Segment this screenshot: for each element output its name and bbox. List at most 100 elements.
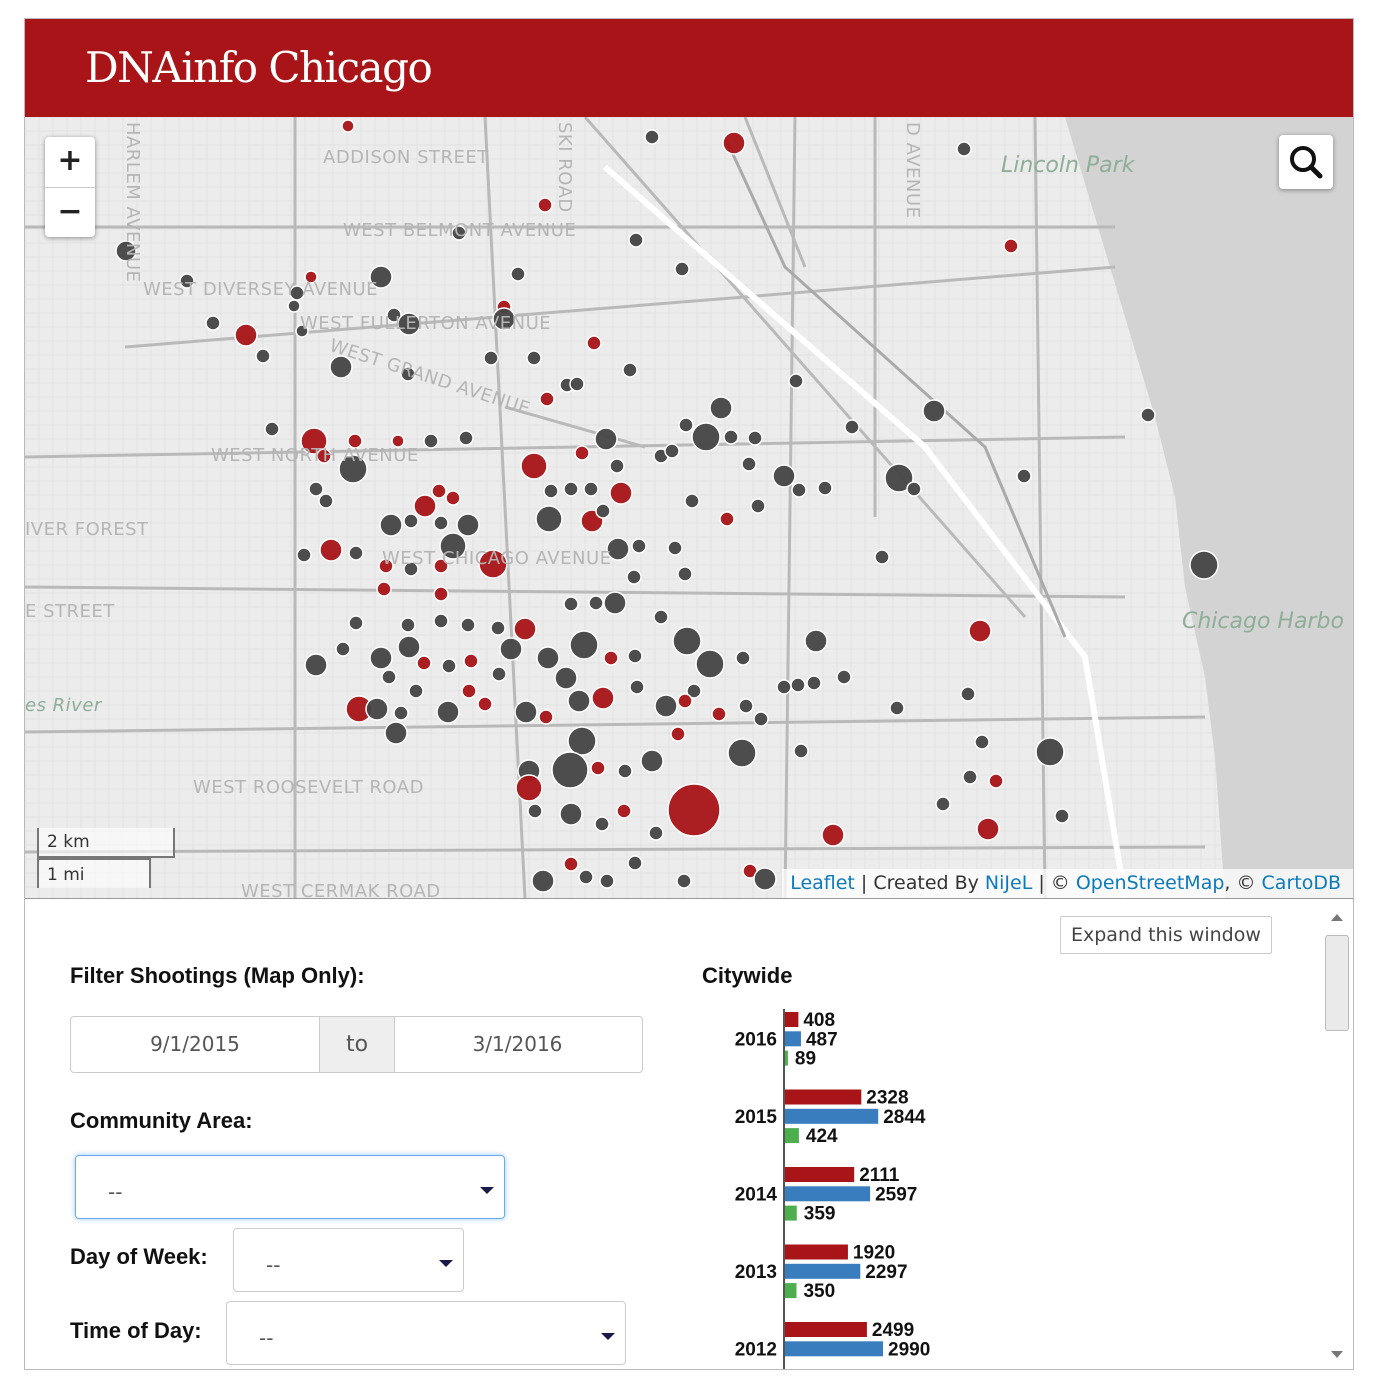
shooting-marker xyxy=(338,454,368,484)
shooting-marker xyxy=(369,646,393,670)
street-label: WEST DIVERSEY AVENUE xyxy=(143,279,379,300)
shooting-marker xyxy=(676,873,692,889)
zoom-control: + − xyxy=(45,137,95,237)
shooting-marker-red xyxy=(520,452,548,480)
search-button[interactable] xyxy=(1279,135,1333,189)
shooting-marker-red xyxy=(821,823,845,847)
shooting-marker xyxy=(527,803,543,819)
bar-value-label: 2844 xyxy=(883,1107,926,1128)
shooting-marker-red xyxy=(722,131,746,155)
time-of-day-value: -- xyxy=(259,1326,274,1350)
shooting-marker xyxy=(594,427,618,451)
shooting-marker-red xyxy=(477,696,493,712)
dropdown-arrow-icon xyxy=(439,1260,453,1267)
shooting-marker xyxy=(348,615,364,631)
shooting-marker xyxy=(569,376,585,392)
shooting-marker xyxy=(433,515,449,531)
shooting-marker-red xyxy=(539,391,555,407)
scrollbar[interactable] xyxy=(1322,899,1352,1369)
shooting-marker-red xyxy=(376,581,392,597)
shooting-marker xyxy=(492,307,516,331)
time-of-day-label: Time of Day: xyxy=(70,1318,202,1343)
shooting-marker xyxy=(735,650,751,666)
openstreetmap-link[interactable]: OpenStreetMap xyxy=(1075,872,1225,894)
shooting-marker xyxy=(738,698,754,714)
shooting-marker xyxy=(397,635,421,659)
shooting-marker xyxy=(588,595,604,611)
map[interactable]: ADDISON STREET WEST BELMONT AVENUE WEST DI… xyxy=(25,117,1353,899)
shooting-marker-red xyxy=(413,494,437,518)
shooting-marker xyxy=(491,666,507,682)
river xyxy=(723,136,1067,638)
shooting-marker-red xyxy=(234,323,258,347)
date-from-input[interactable]: 9/1/2015 xyxy=(150,1032,240,1056)
shooting-marker xyxy=(599,873,615,889)
attribution-text: | Created By xyxy=(854,872,985,894)
date-range: 9/1/2015 to 3/1/2016 xyxy=(70,1016,643,1073)
shooting-marker xyxy=(329,355,353,379)
shooting-marker-red xyxy=(463,653,479,669)
shooting-marker xyxy=(667,540,683,556)
shooting-marker xyxy=(384,721,408,745)
shooting-marker xyxy=(974,734,990,750)
bar-value-label: 408 xyxy=(803,1010,835,1031)
shooting-marker xyxy=(684,493,700,509)
shooting-marker xyxy=(686,683,702,699)
shooting-marker xyxy=(551,751,589,789)
bar xyxy=(785,1322,867,1337)
shooting-marker xyxy=(906,481,922,497)
shooting-marker xyxy=(567,689,591,713)
shooting-marker-red xyxy=(711,706,727,722)
logo: DNAinfo Chicago xyxy=(85,43,433,92)
scrollbar-thumb[interactable] xyxy=(1325,935,1349,1031)
major-road xyxy=(583,117,1027,618)
shooting-marker-red xyxy=(300,427,328,455)
shooting-marker-red xyxy=(304,270,318,284)
shooting-marker xyxy=(962,769,978,785)
shooting-marker-red xyxy=(319,538,343,562)
bar-value-label: 2297 xyxy=(865,1262,907,1283)
cartodb-link[interactable]: CartoDB xyxy=(1261,872,1341,894)
shooting-marker xyxy=(631,538,647,554)
shooting-marker-red xyxy=(670,726,686,742)
zoom-in-button[interactable]: + xyxy=(45,137,95,188)
community-area-select[interactable]: -- xyxy=(75,1155,505,1219)
bar-value-label: 2328 xyxy=(866,1088,908,1109)
shooting-marker-red xyxy=(976,817,1000,841)
shooting-marker xyxy=(499,637,523,661)
shooting-marker-red xyxy=(590,760,606,776)
community-area-value: -- xyxy=(108,1180,123,1204)
shooting-marker xyxy=(935,796,951,812)
shooting-marker xyxy=(526,350,542,366)
nijel-link[interactable]: NiJeL xyxy=(984,872,1033,894)
shooting-marker xyxy=(554,666,578,690)
shooting-marker-red xyxy=(431,483,447,499)
bar xyxy=(785,1089,862,1105)
expand-window-button[interactable]: Expand this window xyxy=(1060,916,1272,954)
map-tiles[interactable] xyxy=(25,117,1353,898)
shooting-marker xyxy=(664,443,680,459)
shooting-marker xyxy=(439,532,467,560)
shooting-marker xyxy=(397,312,421,336)
shooting-marker xyxy=(569,630,599,660)
shooting-marker xyxy=(408,683,424,699)
shooting-marker xyxy=(1035,737,1065,767)
shooting-marker xyxy=(788,373,804,389)
year-label: 2015 xyxy=(735,1107,778,1128)
shooting-marker xyxy=(1140,407,1156,423)
leaflet-link[interactable]: Leaflet xyxy=(790,872,855,894)
zoom-out-button[interactable]: − xyxy=(57,194,83,229)
street-label: SKI ROAD xyxy=(554,122,575,213)
day-of-week-select[interactable]: -- xyxy=(233,1228,464,1292)
shooting-marker xyxy=(179,273,195,289)
shooting-marker xyxy=(793,743,809,759)
date-to-input[interactable]: 3/1/2016 xyxy=(472,1032,563,1056)
shooting-marker xyxy=(433,613,449,629)
time-of-day-select[interactable]: -- xyxy=(226,1301,626,1365)
bar xyxy=(785,1012,799,1027)
shooting-marker xyxy=(255,348,271,364)
shooting-marker xyxy=(423,433,439,449)
map-scale: 2 km 1 mi xyxy=(37,828,175,888)
street-label: IVER FOREST xyxy=(25,519,149,540)
